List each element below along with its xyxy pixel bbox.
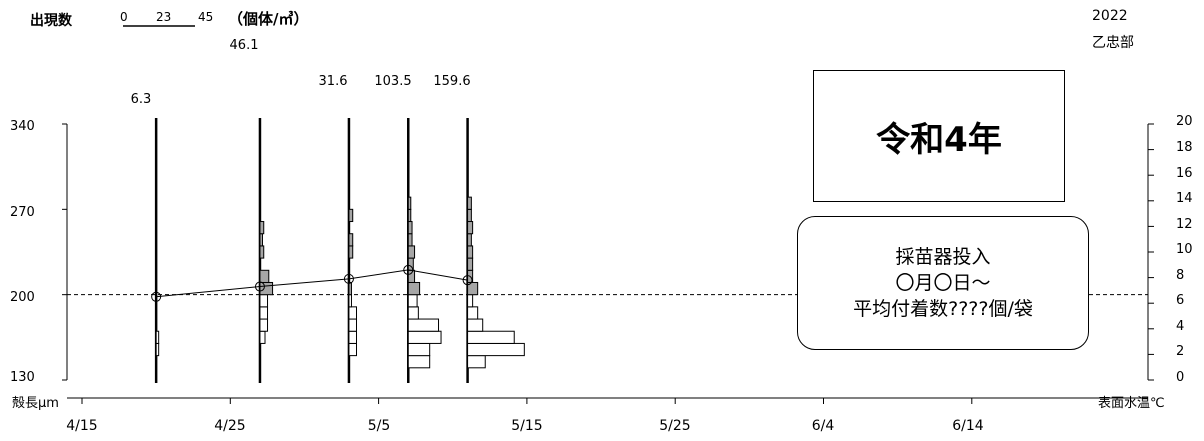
histogram-bar <box>259 245 265 259</box>
y-right-tick-label: 8 <box>1176 268 1185 283</box>
y-right-axis-label: 表面水温℃ <box>1098 396 1165 411</box>
y-right-tick-label: 6 <box>1176 293 1185 308</box>
x-tick-label: 4/15 <box>66 418 98 434</box>
sample-total-label: 103.5 <box>374 74 412 89</box>
histogram-bar <box>259 306 269 320</box>
y-left-tick-label: 130 <box>10 370 35 385</box>
histogram-bar <box>467 233 472 247</box>
header-year: 2022 <box>1092 8 1128 24</box>
y-right-tick-label: 18 <box>1176 140 1193 155</box>
x-tick-label: 5/5 <box>367 418 391 434</box>
x-tick-label: 5/25 <box>659 418 691 434</box>
sample-total-label: 46.1 <box>229 38 259 53</box>
histogram-bar <box>407 208 412 223</box>
histogram-bar <box>348 233 354 247</box>
histogram-bar <box>467 257 474 271</box>
y-left-tick-label: 270 <box>10 205 35 220</box>
histogram-bar <box>259 294 269 308</box>
histogram-bar <box>407 330 442 344</box>
histogram-bar <box>467 342 525 357</box>
histogram-bar <box>407 281 421 296</box>
histogram-bar <box>407 318 440 332</box>
x-tick-label: 5/15 <box>511 418 543 434</box>
histogram-bar <box>259 221 265 235</box>
x-tick-label: 6/14 <box>952 418 984 434</box>
note-line-2: 〇月〇日～ <box>895 272 991 294</box>
histogram-bar <box>407 306 419 320</box>
histogram-bar <box>407 221 413 235</box>
y-right-tick-label: 16 <box>1176 166 1193 181</box>
water-temp-point <box>254 281 265 292</box>
histogram-bar <box>407 233 413 247</box>
y-left-tick-label: 200 <box>10 290 35 305</box>
y-right-tick-label: 2 <box>1176 344 1185 359</box>
histogram-bar <box>348 330 358 344</box>
histogram-bar <box>407 342 431 357</box>
histogram-bar <box>467 355 486 369</box>
histogram-bar <box>348 294 352 308</box>
header-unit: （個体/㎥） <box>228 10 309 28</box>
histogram-bar <box>348 306 358 320</box>
histogram-bar <box>348 342 358 357</box>
y-right-tick-label: 10 <box>1176 242 1193 257</box>
histogram-bar <box>467 221 474 235</box>
histogram-bar <box>407 355 431 369</box>
histogram-bar <box>155 330 160 344</box>
histogram-bar <box>348 208 354 223</box>
water-temp-point <box>403 264 414 275</box>
water-temp-line <box>156 269 468 298</box>
y-left-tick-label: 340 <box>10 119 35 134</box>
histogram-bar <box>407 294 418 308</box>
water-temp-point <box>151 291 162 302</box>
histogram-bar <box>155 342 160 357</box>
note-box: 採苗器投入 〇月〇日～ 平均付着数????個/袋 <box>797 216 1089 350</box>
scale-tick-23: 23 <box>156 10 172 24</box>
histogram-bar <box>348 318 358 332</box>
y-right-tick-label: 14 <box>1176 191 1193 206</box>
x-tick-label: 6/4 <box>811 418 835 434</box>
y-right-tick-label: 0 <box>1176 370 1185 385</box>
histogram-bar <box>407 245 416 259</box>
year-box: 令和4年 <box>813 70 1065 202</box>
histogram-bar <box>467 208 472 223</box>
x-tick-label: 4/25 <box>214 418 246 434</box>
sample-total-label: 31.6 <box>318 74 348 89</box>
y-right-tick-label: 12 <box>1176 217 1193 232</box>
y-right-tick-label: 4 <box>1176 319 1185 334</box>
water-temp-point <box>462 275 473 286</box>
header-title: 出現数 <box>30 13 72 29</box>
water-temp-point <box>343 273 354 284</box>
scale-tick-0: 0 <box>120 10 128 24</box>
histogram-bar <box>259 233 263 247</box>
year-box-label: 令和4年 <box>876 119 1002 160</box>
y-left-axis-label: 殻長μm <box>12 396 59 411</box>
y-right-tick-label: 20 <box>1176 114 1193 129</box>
scale-tick-45: 45 <box>198 10 214 24</box>
histogram-bar <box>467 196 472 210</box>
histogram-bar <box>259 269 270 283</box>
histogram-bar <box>259 318 269 332</box>
histogram-bar <box>259 281 274 296</box>
histogram-bar <box>348 281 352 296</box>
note-line-1: 採苗器投入 <box>895 246 991 268</box>
note-line-3: 平均付着数????個/袋 <box>853 298 1033 320</box>
histogram-bar <box>467 318 484 332</box>
sample-total-label: 159.6 <box>433 74 471 89</box>
header-location: 乙忠部 <box>1092 35 1134 51</box>
histogram-bar <box>467 306 479 320</box>
histogram-bar <box>259 330 266 344</box>
sample-total-label: 6.3 <box>130 92 152 107</box>
histogram-bar <box>407 269 416 283</box>
histogram-bar <box>467 245 474 259</box>
histogram-bar <box>348 245 354 259</box>
histogram-bar <box>467 330 515 344</box>
histogram-bar <box>407 196 412 210</box>
histogram-bar <box>467 294 474 308</box>
